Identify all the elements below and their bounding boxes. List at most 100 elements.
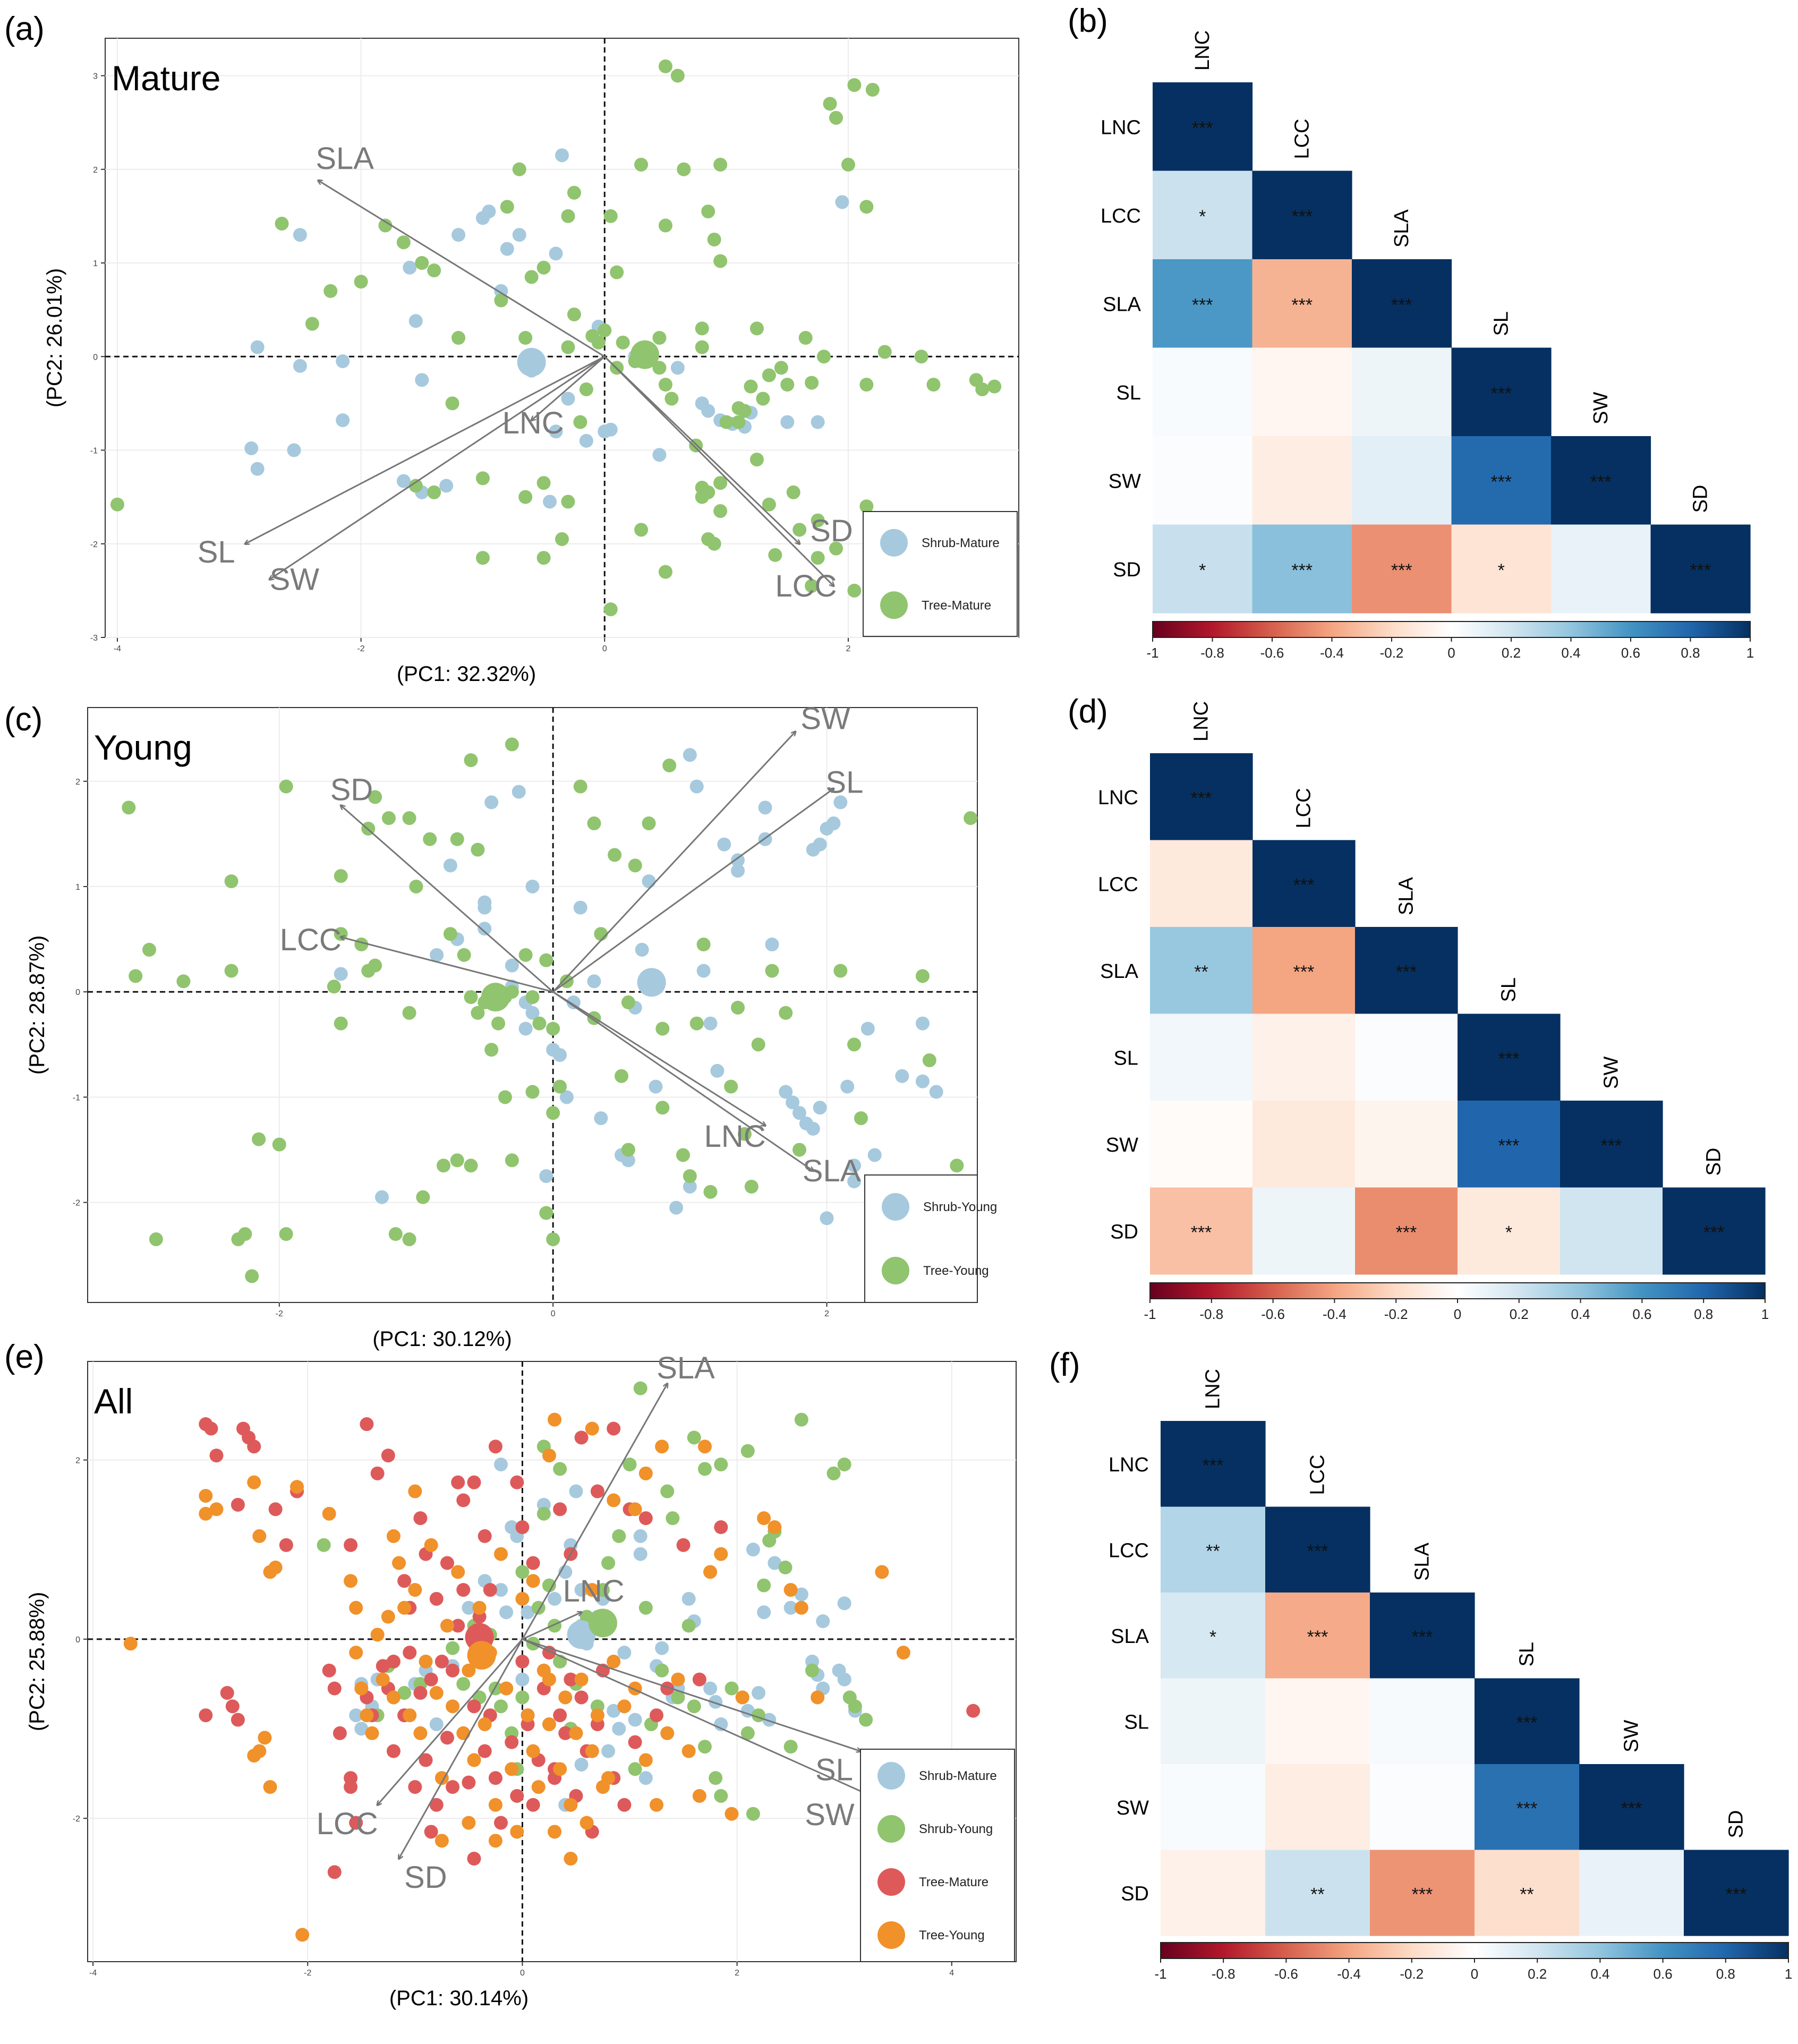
- data-point: [607, 1655, 621, 1668]
- significance-mark: ***: [1293, 875, 1315, 895]
- data-point: [749, 321, 764, 336]
- data-point: [638, 1771, 653, 1785]
- data-point: [354, 1681, 369, 1696]
- data-point: [859, 1713, 873, 1727]
- data-point: [671, 1672, 685, 1687]
- data-point: [478, 900, 492, 915]
- data-point: [505, 737, 519, 752]
- loading-arrow: [522, 1384, 667, 1640]
- data-point: [349, 1646, 363, 1660]
- data-point: [603, 209, 618, 223]
- data-point: [612, 1722, 626, 1736]
- data-point: [413, 1726, 428, 1740]
- loading-label: LCC: [317, 1807, 378, 1841]
- data-point: [701, 532, 715, 546]
- data-point: [692, 1788, 706, 1803]
- data-point: [287, 443, 301, 457]
- data-point: [829, 110, 843, 125]
- row-label: SLA: [1103, 293, 1141, 316]
- heatmap-cell: [1265, 1850, 1370, 1936]
- data-point: [263, 1780, 277, 1794]
- data-point: [768, 548, 782, 562]
- heatmap-cell: [1153, 436, 1253, 525]
- data-point: [725, 1681, 739, 1696]
- significance-mark: ***: [1412, 1884, 1433, 1904]
- y-tick-label: -1: [73, 1093, 80, 1102]
- data-point: [655, 1663, 669, 1677]
- data-point: [445, 396, 459, 411]
- data-point: [638, 1466, 653, 1480]
- colorbar: [1160, 1942, 1789, 1959]
- column-label: LNC: [1202, 1369, 1224, 1409]
- heatmap-cell: [1684, 1850, 1789, 1936]
- data-point: [471, 842, 485, 857]
- data-point: [437, 1159, 450, 1173]
- loading-label: LNC: [502, 406, 564, 440]
- data-point: [451, 228, 466, 242]
- x-tick-label: -2: [276, 1309, 283, 1318]
- data-point: [725, 1807, 739, 1821]
- significance-mark: ***: [1307, 1627, 1328, 1647]
- significance-mark: ***: [1412, 1627, 1433, 1647]
- data-point: [553, 1762, 567, 1776]
- significance-mark: *: [1209, 1627, 1216, 1647]
- data-point: [559, 1090, 574, 1104]
- data-point: [561, 391, 575, 406]
- heatmap-cell: [1355, 1014, 1458, 1101]
- data-point: [409, 879, 423, 893]
- data-point: [826, 1466, 841, 1480]
- correlation-panel-mature: **** ****** *** ********* **** *** *** * ***LNCL…: [1101, 30, 1754, 661]
- pca-panel-mature: -4 -2 0 2 -3 -2 -1 0 1 2 3 SLA LNC SL SW SD LCC Mature (PC…: [43, 38, 1019, 686]
- significance-mark: ***: [1203, 1455, 1224, 1476]
- data-point: [546, 1232, 560, 1247]
- data-point: [628, 1762, 642, 1776]
- data-point: [542, 1717, 556, 1732]
- heatmap-cell: [1252, 1101, 1356, 1188]
- colorbar-tick-label: -1: [1154, 1966, 1166, 1982]
- heatmap-cell: [1579, 1850, 1684, 1936]
- data-point: [811, 1690, 825, 1705]
- data-point: [515, 1591, 530, 1606]
- data-point: [238, 1227, 252, 1241]
- significance-mark: ***: [1726, 1884, 1747, 1904]
- data-point: [542, 1672, 556, 1687]
- data-point: [408, 1780, 422, 1794]
- significance-mark: ***: [1516, 1713, 1538, 1733]
- data-point: [500, 200, 514, 214]
- row-label: SLA: [1111, 1625, 1149, 1648]
- data-point: [429, 1591, 444, 1606]
- data-point: [500, 242, 514, 256]
- heatmap-cell: [1355, 1187, 1458, 1275]
- loading-label: LNC: [563, 1574, 625, 1608]
- data-point: [714, 1547, 728, 1561]
- data-point: [617, 1798, 632, 1812]
- data-point: [403, 260, 417, 275]
- significance-mark: ***: [1192, 295, 1213, 315]
- data-point: [327, 980, 341, 994]
- colorbar-tick-label: -0.2: [1400, 1966, 1424, 1982]
- data-point: [695, 340, 709, 354]
- data-point: [555, 148, 569, 163]
- loading-label: SLA: [657, 1351, 715, 1385]
- heatmap-cell: [1355, 1101, 1458, 1188]
- data-point: [510, 1475, 524, 1489]
- data-point: [539, 1169, 553, 1183]
- data-point: [250, 462, 265, 476]
- data-point: [334, 1016, 348, 1030]
- data-point: [536, 551, 551, 565]
- column-label: LCC: [1307, 1454, 1329, 1495]
- data-point: [548, 1619, 562, 1633]
- data-point: [737, 1127, 752, 1141]
- row-label: SD: [1121, 1883, 1149, 1905]
- loading-label: SD: [330, 772, 373, 807]
- data-point: [638, 1511, 653, 1526]
- row-label: LCC: [1109, 1539, 1149, 1562]
- data-point: [293, 228, 307, 242]
- row-label: SD: [1110, 1221, 1138, 1243]
- legend-swatch: [877, 1921, 905, 1949]
- data-point: [472, 1600, 487, 1615]
- data-point: [569, 1726, 583, 1740]
- data-point: [388, 1227, 403, 1241]
- heatmap-cell: [1252, 1014, 1356, 1101]
- heatmap-cell: [1355, 927, 1458, 1015]
